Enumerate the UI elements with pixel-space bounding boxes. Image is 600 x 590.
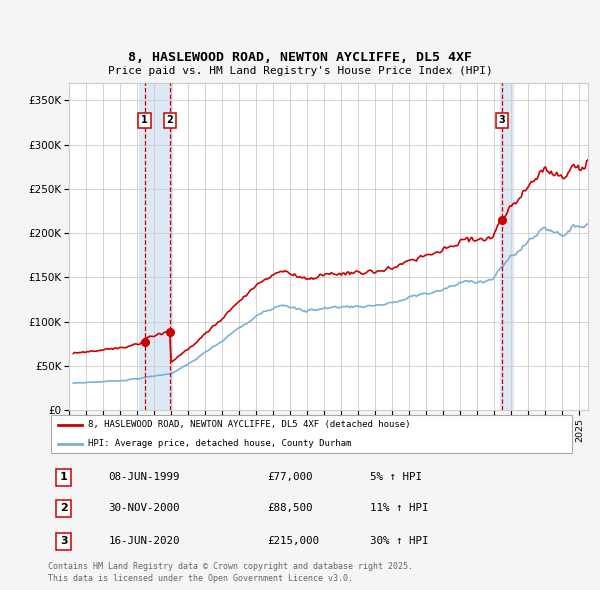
- Text: HPI: Average price, detached house, County Durham: HPI: Average price, detached house, Coun…: [88, 439, 351, 448]
- FancyBboxPatch shape: [50, 415, 572, 453]
- Text: £88,500: £88,500: [267, 503, 313, 513]
- Text: Price paid vs. HM Land Registry's House Price Index (HPI): Price paid vs. HM Land Registry's House …: [107, 65, 493, 76]
- Text: Contains HM Land Registry data © Crown copyright and database right 2025.: Contains HM Land Registry data © Crown c…: [48, 562, 413, 571]
- Bar: [139, 83, 172, 410]
- Text: 30% ↑ HPI: 30% ↑ HPI: [370, 536, 428, 546]
- Text: 2: 2: [166, 115, 173, 125]
- Text: 1: 1: [60, 473, 68, 483]
- Text: 30-NOV-2000: 30-NOV-2000: [109, 503, 180, 513]
- Text: £215,000: £215,000: [267, 536, 319, 546]
- Text: £77,000: £77,000: [267, 473, 313, 483]
- Text: 16-JUN-2020: 16-JUN-2020: [109, 536, 180, 546]
- Text: 8, HASLEWOOD ROAD, NEWTON AYCLIFFE, DL5 4XF (detached house): 8, HASLEWOOD ROAD, NEWTON AYCLIFFE, DL5 …: [88, 421, 410, 430]
- Text: 08-JUN-1999: 08-JUN-1999: [109, 473, 180, 483]
- Text: 3: 3: [499, 115, 506, 125]
- Text: 11% ↑ HPI: 11% ↑ HPI: [370, 503, 428, 513]
- Text: 3: 3: [60, 536, 68, 546]
- Bar: [500, 83, 513, 410]
- Text: 1: 1: [141, 115, 148, 125]
- Text: This data is licensed under the Open Government Licence v3.0.: This data is licensed under the Open Gov…: [48, 574, 353, 583]
- Text: 5% ↑ HPI: 5% ↑ HPI: [370, 473, 422, 483]
- Text: 8, HASLEWOOD ROAD, NEWTON AYCLIFFE, DL5 4XF: 8, HASLEWOOD ROAD, NEWTON AYCLIFFE, DL5 …: [128, 51, 472, 64]
- Text: 2: 2: [60, 503, 68, 513]
